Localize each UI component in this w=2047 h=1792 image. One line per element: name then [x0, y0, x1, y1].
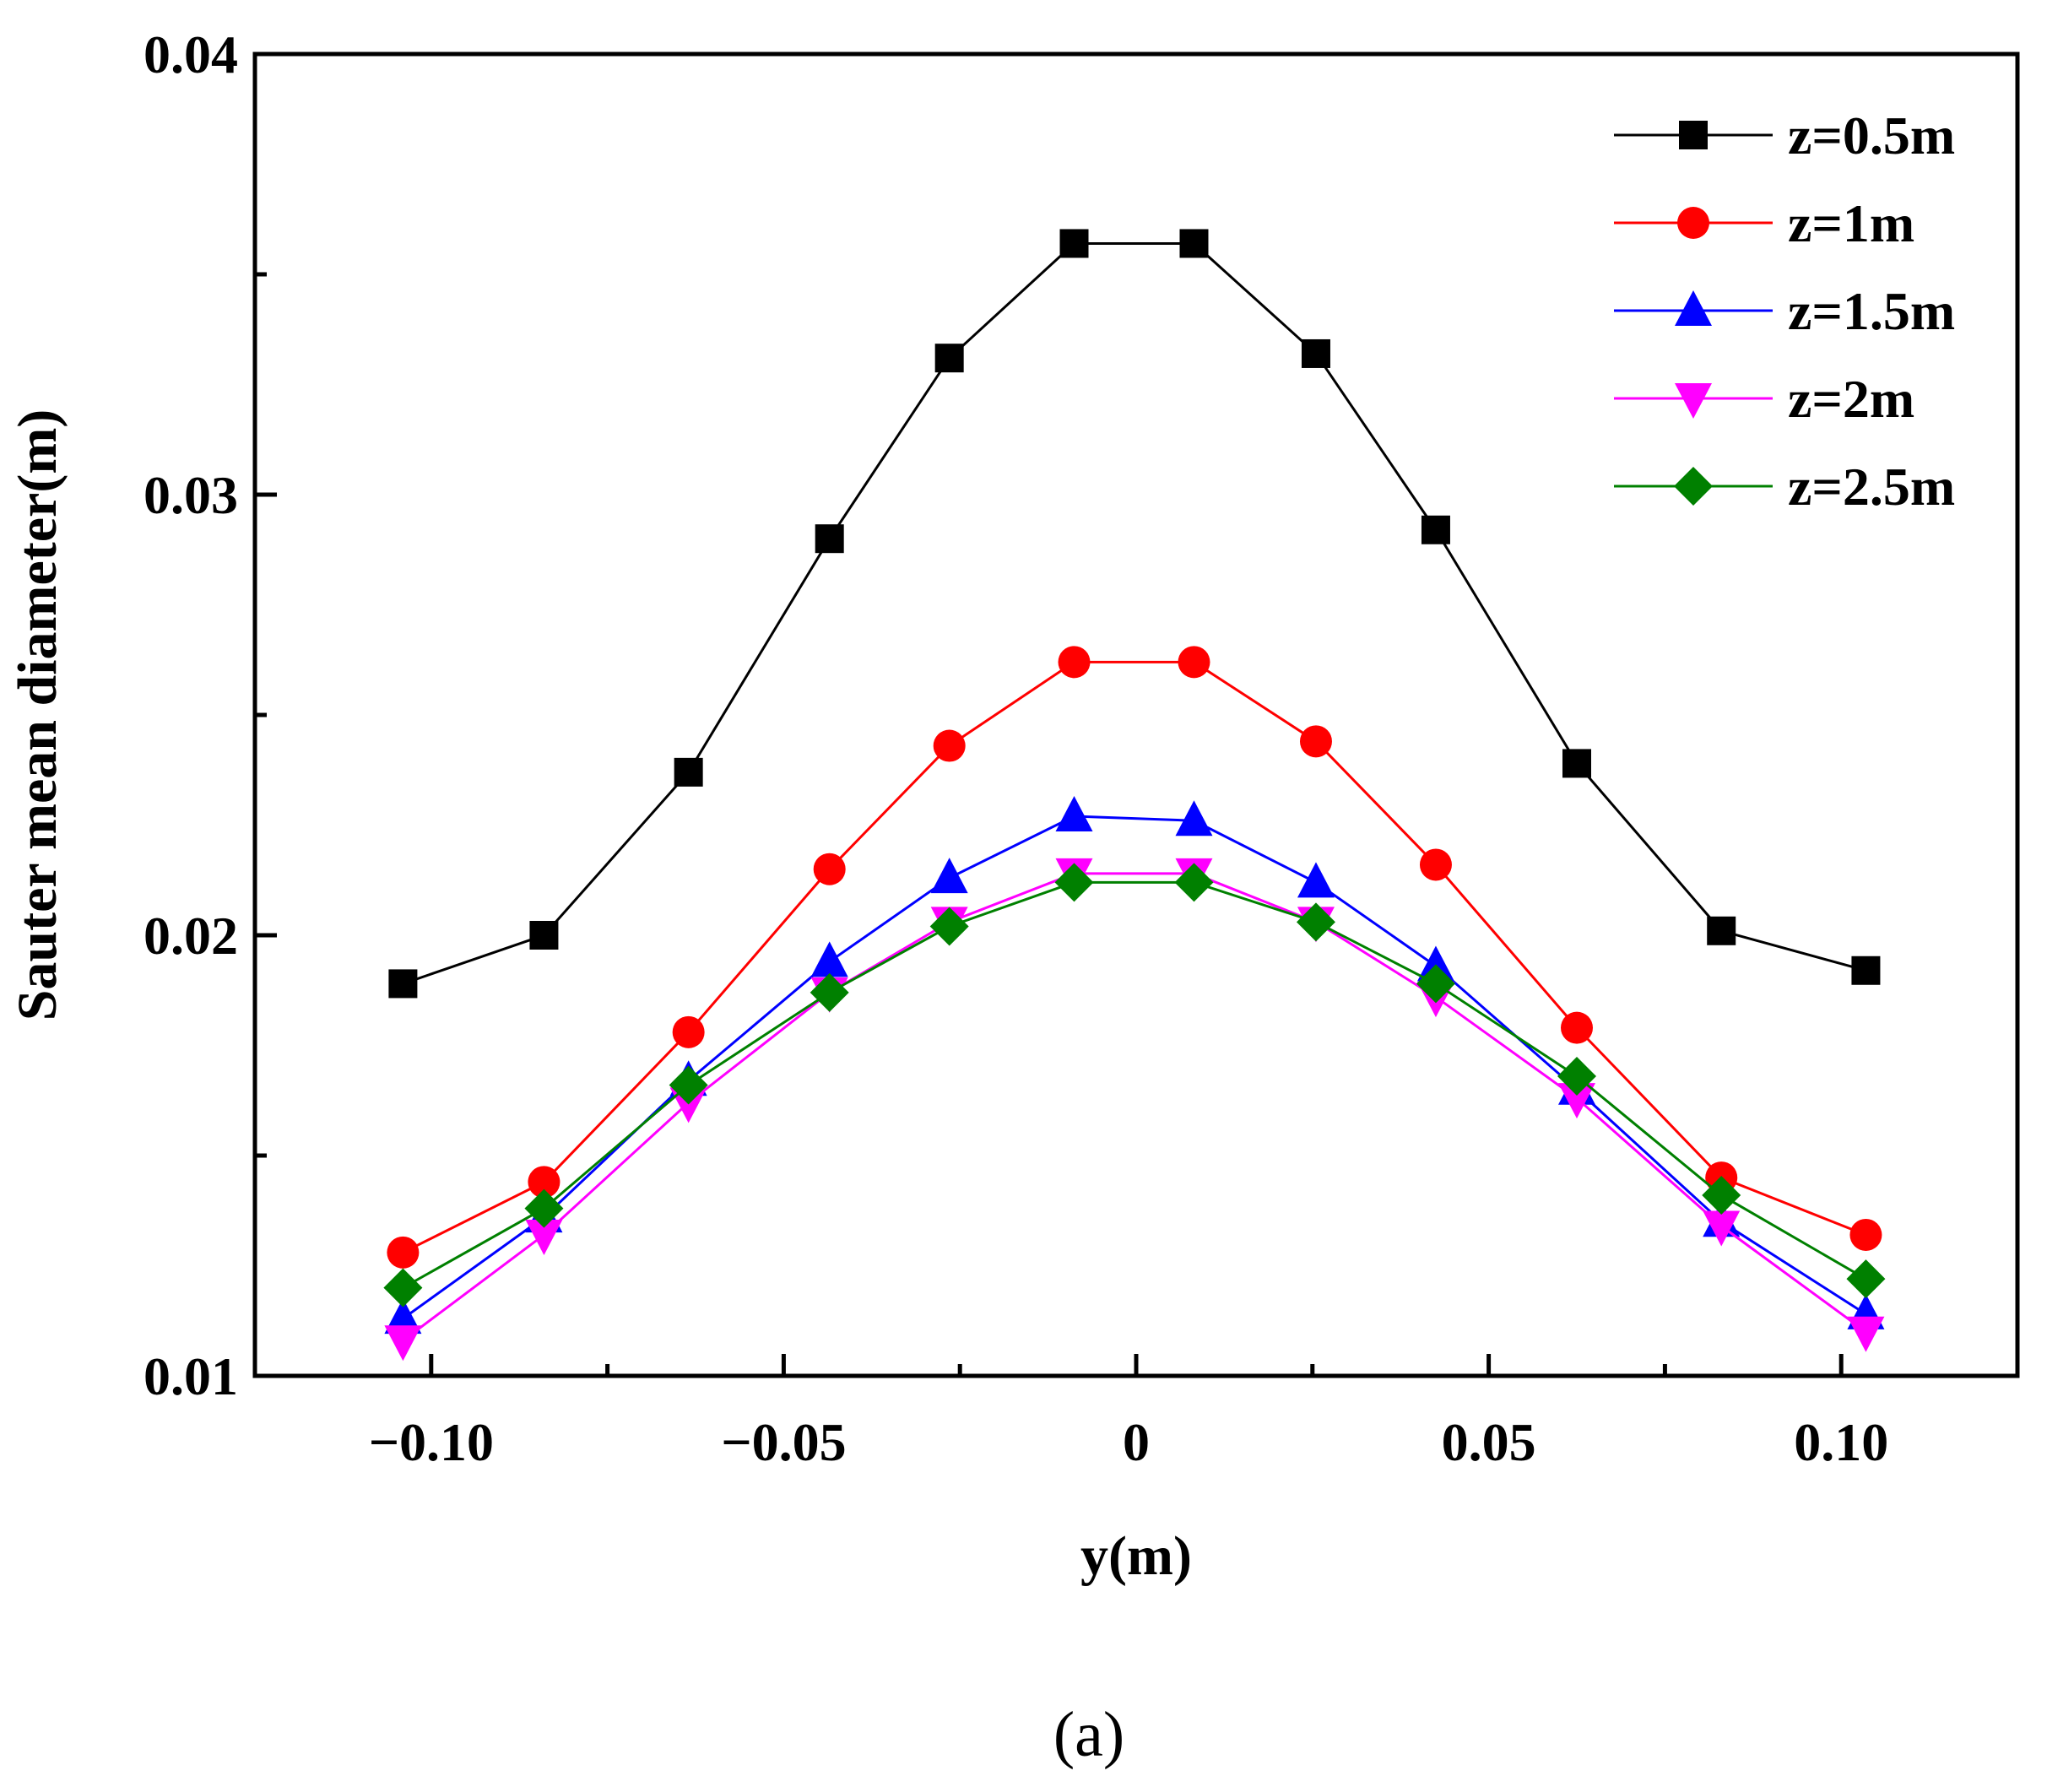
data-point — [1174, 863, 1214, 902]
legend-entry: z=1.5m — [1614, 281, 1955, 341]
data-point — [1707, 916, 1736, 945]
data-point — [669, 1065, 708, 1105]
legend-entry: z=2m — [1614, 369, 1914, 429]
data-point — [1296, 902, 1335, 942]
figure-caption: (a) — [1053, 1699, 1124, 1770]
data-point — [388, 969, 418, 999]
data-point — [1557, 1057, 1596, 1096]
series-1 — [388, 229, 1881, 999]
data-point — [810, 972, 849, 1012]
series-2 — [387, 646, 1882, 1269]
data-point — [1419, 848, 1452, 881]
data-point — [1702, 1175, 1741, 1215]
y-tick-label: 0.03 — [144, 465, 238, 525]
data-point — [529, 921, 559, 950]
legend-label: z=2m — [1788, 369, 1914, 429]
data-point — [672, 1015, 705, 1048]
series-line — [402, 241, 1866, 985]
axis-ticks: −0.10 −0.05 0 0.05 0.10 0.01 0.02 0.03 0.04 — [144, 24, 1888, 1472]
legend-entry: z=0.5m — [1614, 106, 1955, 165]
x-tick-label: 0.05 — [1442, 1412, 1536, 1472]
data-point — [1059, 229, 1089, 258]
legend-entry: z=1m — [1614, 193, 1914, 253]
data-point — [930, 858, 968, 894]
data-point — [1179, 229, 1209, 258]
data-point — [1562, 749, 1591, 778]
data-point — [813, 853, 846, 885]
plot-frame — [252, 51, 2020, 1378]
data-point — [1058, 646, 1091, 679]
legend-marker — [1677, 207, 1709, 239]
data-point — [528, 1166, 560, 1199]
data-point — [1178, 646, 1210, 679]
data-point — [1416, 964, 1455, 1004]
series-layer — [383, 229, 1886, 1362]
data-point — [1054, 863, 1094, 902]
data-point — [1847, 1316, 1885, 1352]
data-point — [1299, 725, 1332, 758]
x-tick-label: −0.10 — [369, 1412, 494, 1472]
data-point — [810, 941, 848, 977]
legend: z=0.5m z=1m z=1.5m z=2m z=2.5m — [1614, 106, 1955, 517]
data-point — [1301, 338, 1330, 368]
series-line — [402, 872, 1867, 1342]
data-point — [1561, 1011, 1593, 1044]
legend-marker — [1674, 467, 1713, 506]
data-point — [1849, 1218, 1882, 1251]
x-tick-label: −0.05 — [721, 1412, 846, 1472]
legend-marker — [1675, 383, 1712, 419]
data-point — [384, 1325, 422, 1362]
legend-label: z=2.5m — [1788, 457, 1955, 517]
y-tick-label: 0.01 — [144, 1346, 238, 1406]
data-point — [1175, 800, 1213, 836]
data-point — [383, 1268, 423, 1307]
y-tick-label: 0.02 — [144, 906, 238, 966]
series-3 — [384, 796, 1885, 1335]
data-point — [1703, 1210, 1741, 1247]
legend-label: z=1m — [1788, 193, 1914, 253]
data-point — [1055, 796, 1093, 832]
legend-label: z=1.5m — [1788, 281, 1955, 341]
x-tick-label: 0.10 — [1794, 1412, 1888, 1472]
legend-marker — [1675, 290, 1712, 326]
legend-marker — [1679, 121, 1708, 149]
y-tick-label: 0.04 — [144, 24, 238, 84]
data-point — [387, 1236, 420, 1269]
legend-label: z=0.5m — [1788, 106, 1955, 165]
legend-entry: z=2.5m — [1614, 457, 1955, 517]
data-point — [933, 729, 966, 762]
data-point — [1558, 1083, 1595, 1119]
series-line — [402, 880, 1867, 1289]
data-point — [815, 524, 844, 554]
x-axis-title: y(m) — [1080, 1525, 1192, 1587]
data-point — [525, 1219, 563, 1255]
data-point — [929, 907, 969, 946]
data-point — [1846, 1259, 1886, 1299]
x-tick-label: 0 — [1123, 1412, 1150, 1472]
data-point — [1851, 956, 1881, 985]
data-point — [934, 344, 964, 373]
y-axis-title: Sauter mean diameter(m) — [7, 409, 68, 1021]
series-line — [402, 660, 1866, 1254]
data-point — [669, 1087, 707, 1123]
data-point — [1421, 515, 1450, 544]
data-point — [1297, 862, 1335, 898]
data-point — [1416, 945, 1454, 982]
data-point — [524, 1188, 564, 1228]
data-point — [674, 757, 703, 787]
series-line — [402, 815, 1867, 1320]
data-point — [384, 1298, 422, 1335]
series-5 — [383, 863, 1886, 1307]
series-4 — [384, 858, 1885, 1362]
